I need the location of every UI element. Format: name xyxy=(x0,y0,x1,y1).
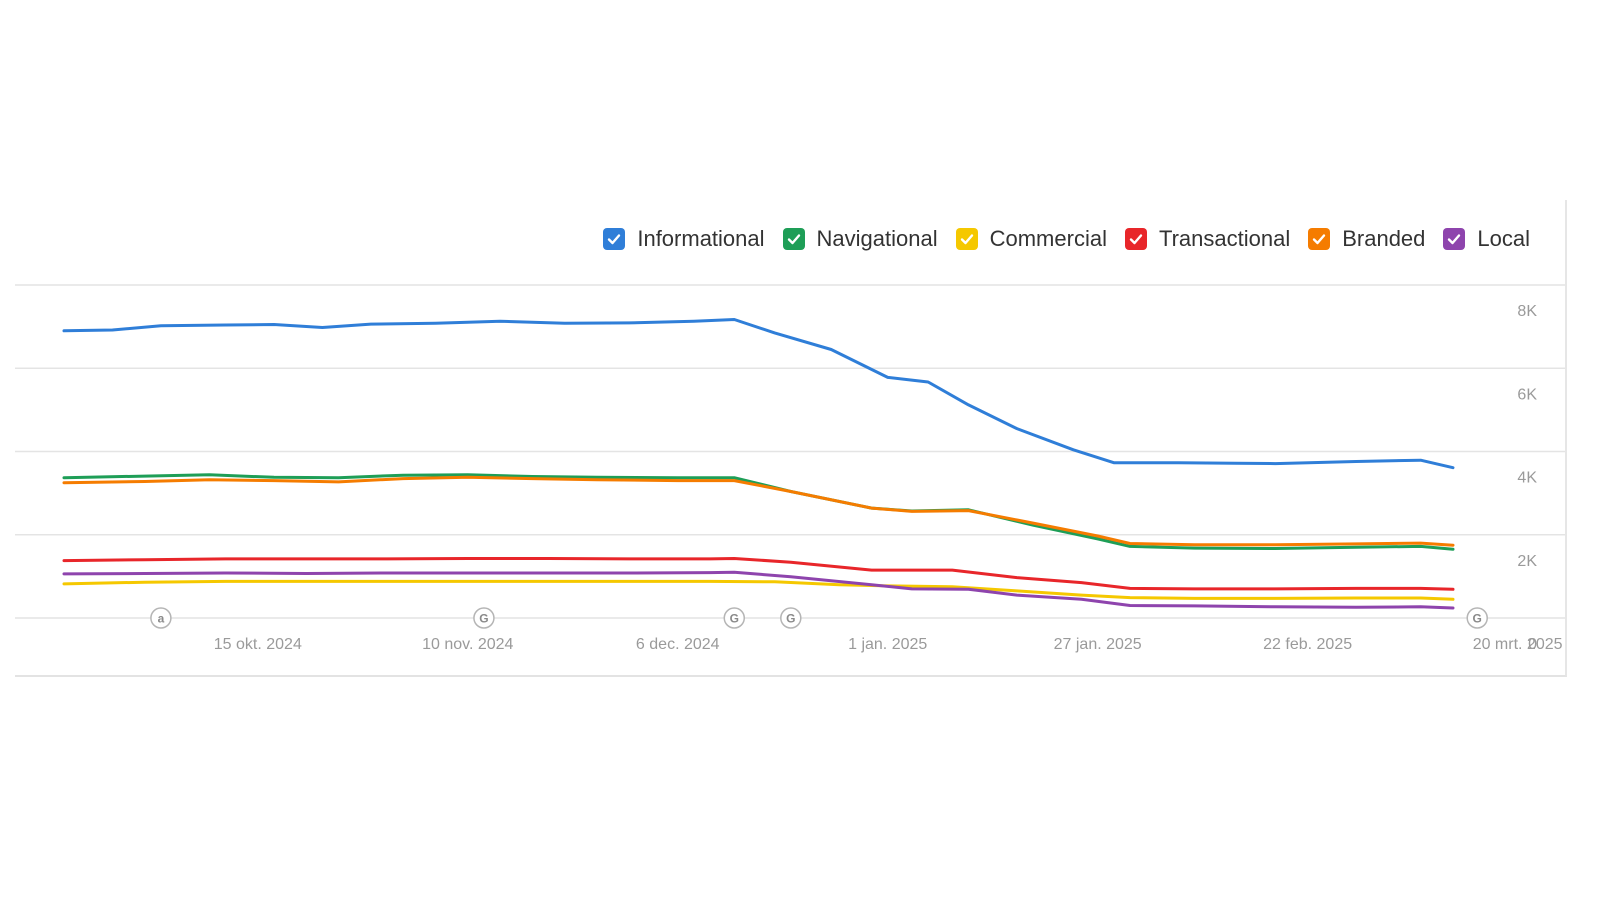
checkbox-checked-icon[interactable] xyxy=(1124,228,1147,250)
line-chart: 8K 6K 4K 2K 0 15 okt. 2024 10 nov. 2024 6 dec. … xyxy=(15,284,1565,653)
annotation-marker[interactable]: a xyxy=(150,607,172,629)
legend-item-branded[interactable]: Branded xyxy=(1308,226,1425,252)
legend-label: Navigational xyxy=(816,226,938,251)
annotation-marker[interactable]: G xyxy=(1466,607,1488,629)
annotation-circle xyxy=(150,607,172,629)
checkbox-checked-icon[interactable] xyxy=(1308,228,1331,250)
annotation-label: G xyxy=(1473,612,1482,626)
x-tick-label: 22 feb. 2025 xyxy=(1263,636,1352,653)
legend-label: Branded xyxy=(1342,226,1426,251)
legend-item-commercial[interactable]: Commercial xyxy=(955,226,1107,252)
y-tick-label: 2K xyxy=(1517,553,1537,570)
annotation-marker[interactable]: G xyxy=(473,607,495,629)
annotation-label: G xyxy=(730,612,739,626)
x-tick-label: 15 okt. 2024 xyxy=(214,636,302,653)
x-tick-label: 27 jan. 2025 xyxy=(1054,636,1142,653)
checkbox-checked-icon[interactable] xyxy=(603,228,626,250)
legend-item-informational[interactable]: Informational xyxy=(603,226,765,252)
annotation-label: a xyxy=(158,612,165,626)
legend-label: Local xyxy=(1477,226,1530,251)
y-tick-label: 0 xyxy=(1528,636,1537,653)
annotation-circle xyxy=(780,607,802,629)
series-line-commercial[interactable] xyxy=(62,579,1455,601)
legend-label: Informational xyxy=(637,226,765,251)
legend-label: Commercial xyxy=(989,226,1107,251)
series-line-branded[interactable] xyxy=(62,475,1455,547)
series-line-local[interactable] xyxy=(62,570,1455,610)
legend-label: Transactional xyxy=(1158,226,1291,251)
x-tick-label: 20 mrt. 2025 xyxy=(1473,636,1563,653)
y-tick-label: 8K xyxy=(1517,303,1537,320)
legend-item-local[interactable]: Local xyxy=(1443,226,1530,252)
series-line-informational[interactable] xyxy=(62,318,1455,470)
annotation-label: G xyxy=(479,612,488,626)
y-tick-label: 6K xyxy=(1517,386,1537,403)
checkbox-checked-icon[interactable] xyxy=(955,228,978,250)
x-tick-label: 10 nov. 2024 xyxy=(422,636,513,653)
x-tick-label: 1 jan. 2025 xyxy=(848,636,927,653)
checkbox-checked-icon[interactable] xyxy=(1443,228,1466,250)
legend-item-navigational[interactable]: Navigational xyxy=(782,226,938,252)
annotation-circle xyxy=(1466,607,1488,629)
legend-item-transactional[interactable]: Transactional xyxy=(1124,226,1291,252)
checkbox-checked-icon[interactable] xyxy=(782,228,805,250)
y-tick-label: 4K xyxy=(1517,470,1537,487)
annotation-marker[interactable]: G xyxy=(780,607,802,629)
series-line-transactional[interactable] xyxy=(62,557,1455,591)
annotation-marker[interactable]: G xyxy=(723,607,746,629)
chart-card: 8K 6K 4K 2K 0 15 okt. 2024 10 nov. 2024 6 dec. … xyxy=(15,200,1567,677)
annotation-circle xyxy=(473,607,495,629)
annotation-circle xyxy=(723,607,746,629)
x-tick-label: 6 dec. 2024 xyxy=(636,636,720,653)
legend: Informational Navigational Commercial Trans… xyxy=(603,226,1530,252)
annotation-label: G xyxy=(786,612,795,626)
